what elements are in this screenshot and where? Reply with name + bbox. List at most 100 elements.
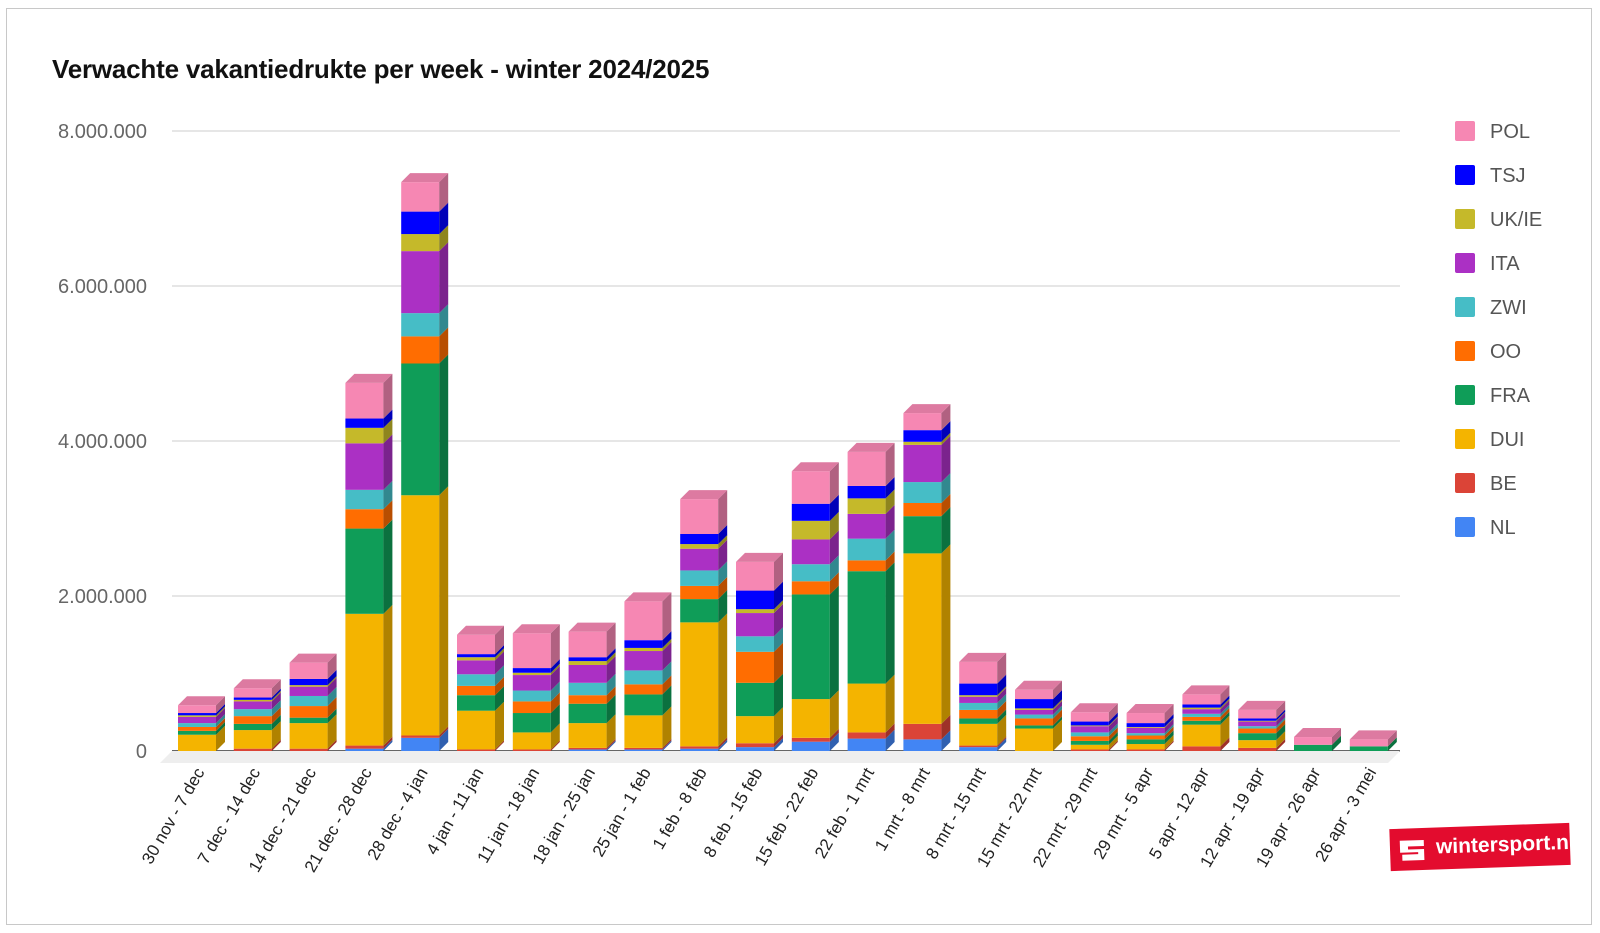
bar-segment xyxy=(1015,699,1053,709)
bar-segment xyxy=(847,498,886,514)
legend-item: POL xyxy=(1455,121,1530,143)
bar-segment xyxy=(178,726,216,731)
bar-segment-side xyxy=(941,544,951,724)
bar-segment-side xyxy=(941,730,951,751)
bar-segment-side xyxy=(1220,707,1230,721)
bar-stack xyxy=(1294,728,1341,751)
bar-segment-side xyxy=(829,555,839,582)
bar-segment-side xyxy=(1276,711,1286,722)
bar-segment-side xyxy=(774,581,783,610)
bar-segment-side xyxy=(271,707,281,724)
bar-stack xyxy=(1070,703,1118,751)
bar-segment-side xyxy=(383,373,393,419)
bar-segment-side xyxy=(383,418,393,444)
bar-segment-side xyxy=(327,697,337,718)
bar-segment xyxy=(791,503,830,521)
bar-segment xyxy=(847,732,886,739)
bar-segment xyxy=(1126,733,1165,736)
bar-segment-side xyxy=(941,473,951,503)
bar-segment xyxy=(1070,732,1109,737)
legend-item: BE xyxy=(1455,473,1517,495)
bar-segment xyxy=(401,313,440,337)
bar-segment xyxy=(512,668,551,673)
bar-segment xyxy=(289,748,328,751)
legend-label: DUI xyxy=(1490,429,1524,451)
bar-segment-side xyxy=(1164,714,1174,727)
legend-label: ZWI xyxy=(1490,297,1527,319)
y-tick-label: 2.000.000 xyxy=(58,586,147,608)
bar-segment xyxy=(457,674,495,686)
bar-segment-side xyxy=(550,681,560,702)
bar-segment-side xyxy=(439,486,449,736)
bar-segment xyxy=(903,553,942,724)
bar-stack xyxy=(457,625,504,751)
bar-segment-side xyxy=(550,666,560,691)
bar-segment xyxy=(1126,739,1165,745)
bar-segment-side xyxy=(1276,717,1286,729)
bar-segment xyxy=(1238,728,1277,734)
bar-segment-side xyxy=(662,675,672,695)
bar-segment-side xyxy=(662,740,672,751)
bar-segment xyxy=(568,657,607,662)
bar-segment xyxy=(289,662,328,679)
bar-stack xyxy=(959,652,1007,751)
bar-segment xyxy=(1126,727,1165,734)
bar-segment xyxy=(959,747,998,751)
bar-segment-side xyxy=(662,706,672,748)
legend-label: NL xyxy=(1490,517,1516,539)
bar-segment xyxy=(624,670,663,685)
bar-segment-side xyxy=(662,685,672,716)
x-tick-label: 26 apr - 3 mei xyxy=(1311,765,1380,865)
x-tick-label: 25 jan - 1 feb xyxy=(589,765,655,860)
bar-segment-side xyxy=(495,665,504,686)
bar-segment xyxy=(903,413,942,431)
bar-segment xyxy=(680,748,719,751)
bar-segment xyxy=(568,664,607,683)
bar-segment xyxy=(1349,739,1388,747)
bar-segment-side xyxy=(1108,735,1118,750)
bar-segment xyxy=(903,723,942,740)
legend-swatch xyxy=(1455,121,1475,141)
legend-label: UK/IE xyxy=(1490,209,1542,231)
bar-segment xyxy=(791,737,830,742)
legend: POL TSJ UK/IE ITA ZWI OO FRA DUI BE NL xyxy=(1455,121,1542,539)
x-tick-label: 4 jan - 11 jan xyxy=(422,765,487,859)
bar-segment xyxy=(680,570,719,586)
bar-top xyxy=(1182,685,1230,695)
bar-segment-side xyxy=(885,442,895,486)
bar-segment xyxy=(401,363,440,496)
bar-segment xyxy=(791,564,830,582)
bar-segment xyxy=(847,485,886,499)
bar-top xyxy=(1015,680,1062,690)
bar-segment-side xyxy=(941,421,951,442)
bar-segment xyxy=(847,560,886,572)
logo-text: wintersport.nl xyxy=(1435,830,1576,859)
bar-segment xyxy=(1238,726,1277,729)
bar-segment xyxy=(736,682,774,717)
bar-segment xyxy=(791,699,830,738)
bar-segment-side xyxy=(662,638,672,652)
bar-segment-side xyxy=(1220,698,1230,710)
bar-segment-side xyxy=(829,462,839,504)
bar-segment xyxy=(791,539,830,565)
bar-segment xyxy=(457,685,495,696)
bar-segment xyxy=(1126,735,1165,740)
legend-label: BE xyxy=(1490,473,1517,495)
bar-segment xyxy=(401,211,440,235)
legend-swatch xyxy=(1455,253,1475,273)
bar-segment xyxy=(624,651,663,671)
bar-segment-side xyxy=(1053,705,1062,719)
bar-segment-side xyxy=(439,225,449,252)
bar-segment-side xyxy=(1220,737,1230,751)
bar-segment xyxy=(680,622,719,747)
bar-segment-side xyxy=(439,354,449,496)
bar-segment-side xyxy=(1164,730,1174,745)
bar-segment xyxy=(1238,718,1277,721)
bar-segment-side xyxy=(718,561,728,586)
bar-segment-side xyxy=(1053,700,1062,715)
bar-segment-side xyxy=(383,519,393,614)
bar-segment xyxy=(847,513,886,539)
bar-segment-side xyxy=(495,625,504,655)
bar-segment-side xyxy=(829,732,839,751)
bar-segment xyxy=(512,633,551,669)
